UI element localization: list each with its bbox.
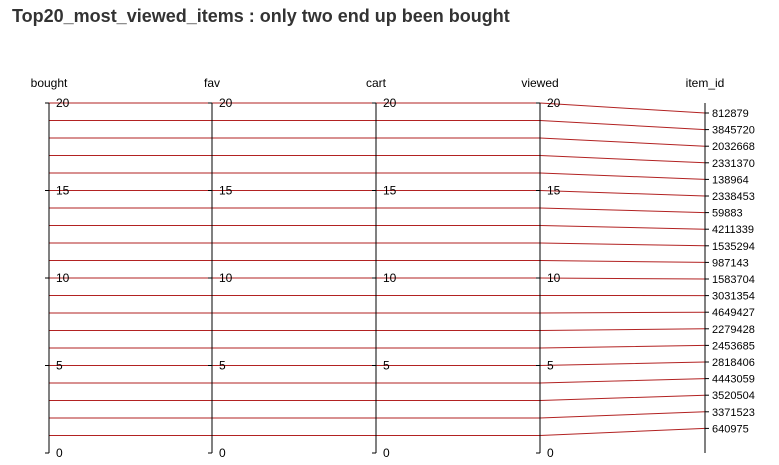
tick-label-item-2331370: 2331370	[712, 158, 755, 170]
axis-label-bought: bought	[31, 76, 68, 90]
tick-label-cart-15: 15	[383, 184, 397, 198]
series-line-812879	[49, 102, 706, 114]
tick-label-item-3371523: 3371523	[712, 407, 755, 419]
tick-label-item-4211339: 4211339	[712, 224, 754, 236]
series-line-640975	[49, 427, 706, 436]
series-line-3845720	[49, 120, 706, 131]
series-line-1583704	[49, 277, 706, 280]
tick-label-item-3031354: 3031354	[712, 291, 755, 303]
tick-label-bought-5: 5	[56, 359, 63, 373]
series-lines	[49, 102, 706, 436]
tick-label-viewed-10: 10	[547, 271, 561, 285]
series-line-1535294	[49, 242, 706, 247]
series-line-2279428	[49, 328, 706, 331]
tick-label-item-2453685: 2453685	[712, 340, 755, 352]
tick-label-viewed-15: 15	[547, 184, 561, 198]
tick-label-cart-20: 20	[383, 96, 397, 110]
tick-label-fav-10: 10	[219, 271, 233, 285]
tick-label-item-2818406: 2818406	[712, 357, 755, 369]
tick-label-item-987143: 987143	[712, 257, 749, 269]
series-line-2032668	[49, 137, 706, 147]
series-line-4211339	[49, 225, 706, 230]
series-line-59883	[49, 207, 706, 214]
series-line-3520504	[49, 394, 706, 401]
tick-label-item-138964: 138964	[712, 174, 749, 186]
tick-label-item-2032668: 2032668	[712, 141, 755, 153]
tick-label-item-640975: 640975	[712, 423, 749, 435]
axis-label-item_id: item_id	[686, 76, 725, 90]
series-line-138964	[49, 172, 706, 180]
chart-title: Top20_most_viewed_items : only two end u…	[12, 6, 510, 26]
tick-label-viewed-0: 0	[547, 446, 554, 460]
tick-label-bought-10: 10	[56, 271, 70, 285]
axis-label-fav: fav	[204, 76, 220, 90]
tick-label-item-812879: 812879	[712, 108, 749, 120]
series-line-4649427	[49, 311, 706, 314]
series-line-4443059	[49, 378, 706, 384]
tick-label-item-4443059: 4443059	[712, 374, 755, 386]
series-line-987143	[49, 260, 706, 263]
tick-label-item-3520504: 3520504	[712, 390, 755, 402]
tick-label-bought-20: 20	[56, 96, 70, 110]
series-line-3371523	[49, 411, 706, 419]
tick-label-item-2279428: 2279428	[712, 324, 755, 336]
tick-label-item-1535294: 1535294	[712, 241, 755, 253]
tick-label-item-1583704: 1583704	[712, 274, 755, 286]
tick-label-cart-5: 5	[383, 359, 390, 373]
tick-label-item-2338453: 2338453	[712, 191, 755, 203]
series-line-2331370	[49, 155, 706, 164]
series-line-2338453	[49, 190, 706, 197]
tick-label-fav-20: 20	[219, 96, 233, 110]
tick-label-viewed-5: 5	[547, 359, 554, 373]
axis-label-viewed: viewed	[521, 76, 558, 90]
tick-label-bought-0: 0	[56, 446, 63, 460]
tick-label-cart-10: 10	[383, 271, 397, 285]
tick-label-bought-15: 15	[56, 184, 70, 198]
tick-label-viewed-20: 20	[547, 96, 561, 110]
tick-label-fav-15: 15	[219, 184, 233, 198]
axis-label-cart: cart	[366, 76, 387, 90]
tick-label-item-4649427: 4649427	[712, 307, 755, 319]
series-line-2453685	[49, 344, 706, 349]
series-line-2818406	[49, 361, 706, 366]
tick-label-fav-5: 5	[219, 359, 226, 373]
tick-label-fav-0: 0	[219, 446, 226, 460]
tick-label-item-59883: 59883	[712, 208, 743, 220]
tick-label-cart-0: 0	[383, 446, 390, 460]
tick-label-item-3845720: 3845720	[712, 125, 755, 137]
